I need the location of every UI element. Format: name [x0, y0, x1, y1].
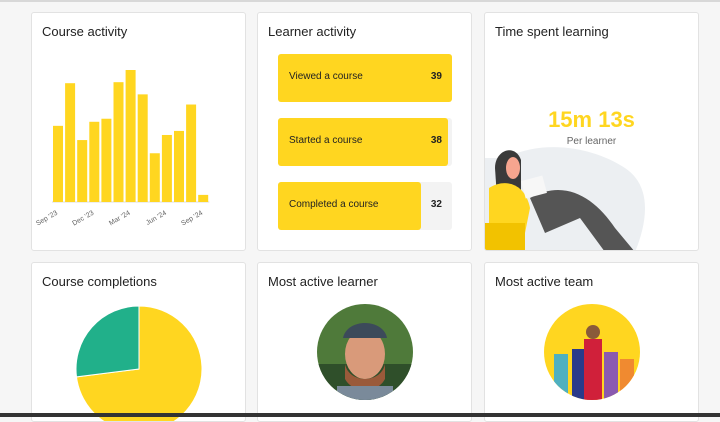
course-activity-chart: Sep '23 Dec '23 Mar '24 Jun '24 Sep '24 [35, 70, 210, 228]
bar-Mar '24[interactable] [125, 70, 136, 202]
top-border [0, 0, 720, 2]
x-tick-label: Sep '24 [180, 210, 204, 228]
bar-Jul '24[interactable] [174, 130, 184, 202]
card-title: Most active team [495, 274, 594, 289]
x-tick-label: Jun '24 [145, 210, 168, 227]
time-spent-subtitle: Per learner [566, 136, 617, 147]
bar-Feb '24[interactable] [113, 82, 124, 202]
activity-bar-fill [278, 118, 448, 166]
woman-reading-illustration [485, 147, 645, 250]
learner-activity-card: Learner activity Viewed a course 39 Starte… [257, 12, 472, 251]
activity-label: Viewed a course [289, 71, 363, 82]
most-active-learner-card: Most active learner [257, 262, 472, 422]
bar-Aug '24[interactable] [186, 104, 197, 202]
learner-avatar[interactable] [317, 304, 413, 400]
bar-Jun '24[interactable] [161, 134, 172, 202]
activity-value: 39 [430, 71, 442, 82]
course-completions-pie [75, 305, 203, 421]
bar-Apr '24[interactable] [137, 94, 148, 202]
bar-Oct '23[interactable] [65, 83, 76, 202]
bar-Sep '23[interactable] [53, 125, 63, 202]
card-title: Course completions [42, 274, 157, 289]
activity-bar[interactable]: Completed a course 32 [278, 182, 452, 230]
card-title: Most active learner [268, 274, 378, 289]
activity-label: Started a course [289, 135, 363, 146]
time-spent-card: Time spent learning 15m 13s Per learner [484, 12, 699, 251]
bar-Sep '24[interactable] [198, 194, 209, 202]
x-tick-label: Sep '23 [35, 210, 59, 228]
pie-slice[interactable] [75, 305, 140, 378]
course-activity-card: Course activity Sep '23 Dec '23 Mar '24 Jun… [31, 12, 246, 251]
card-title: Time spent learning [495, 24, 609, 39]
team-illustration[interactable] [544, 304, 640, 400]
bar-May '24[interactable] [149, 153, 160, 202]
bottom-edge [0, 413, 720, 417]
card-title: Course activity [42, 24, 128, 39]
activity-label: Completed a course [289, 199, 379, 210]
activity-bar-fill [278, 182, 421, 230]
activity-bar[interactable]: Viewed a course 39 [278, 54, 452, 102]
activity-bar[interactable]: Started a course 38 [278, 118, 452, 166]
x-tick-label: Dec '23 [71, 210, 95, 228]
activity-value: 38 [430, 135, 442, 146]
x-tick-label: Mar '24 [108, 210, 132, 228]
most-active-team-card: Most active team [484, 262, 699, 422]
card-title: Learner activity [268, 24, 357, 39]
bar-Jan '24[interactable] [101, 118, 112, 202]
bar-Dec '23[interactable] [89, 121, 100, 202]
time-spent-value: 15m 13s [548, 107, 635, 132]
course-completions-card: Course completions [31, 262, 246, 422]
activity-value: 32 [430, 199, 442, 210]
activity-bar-fill [278, 54, 452, 102]
bar-Nov '23[interactable] [77, 140, 88, 202]
